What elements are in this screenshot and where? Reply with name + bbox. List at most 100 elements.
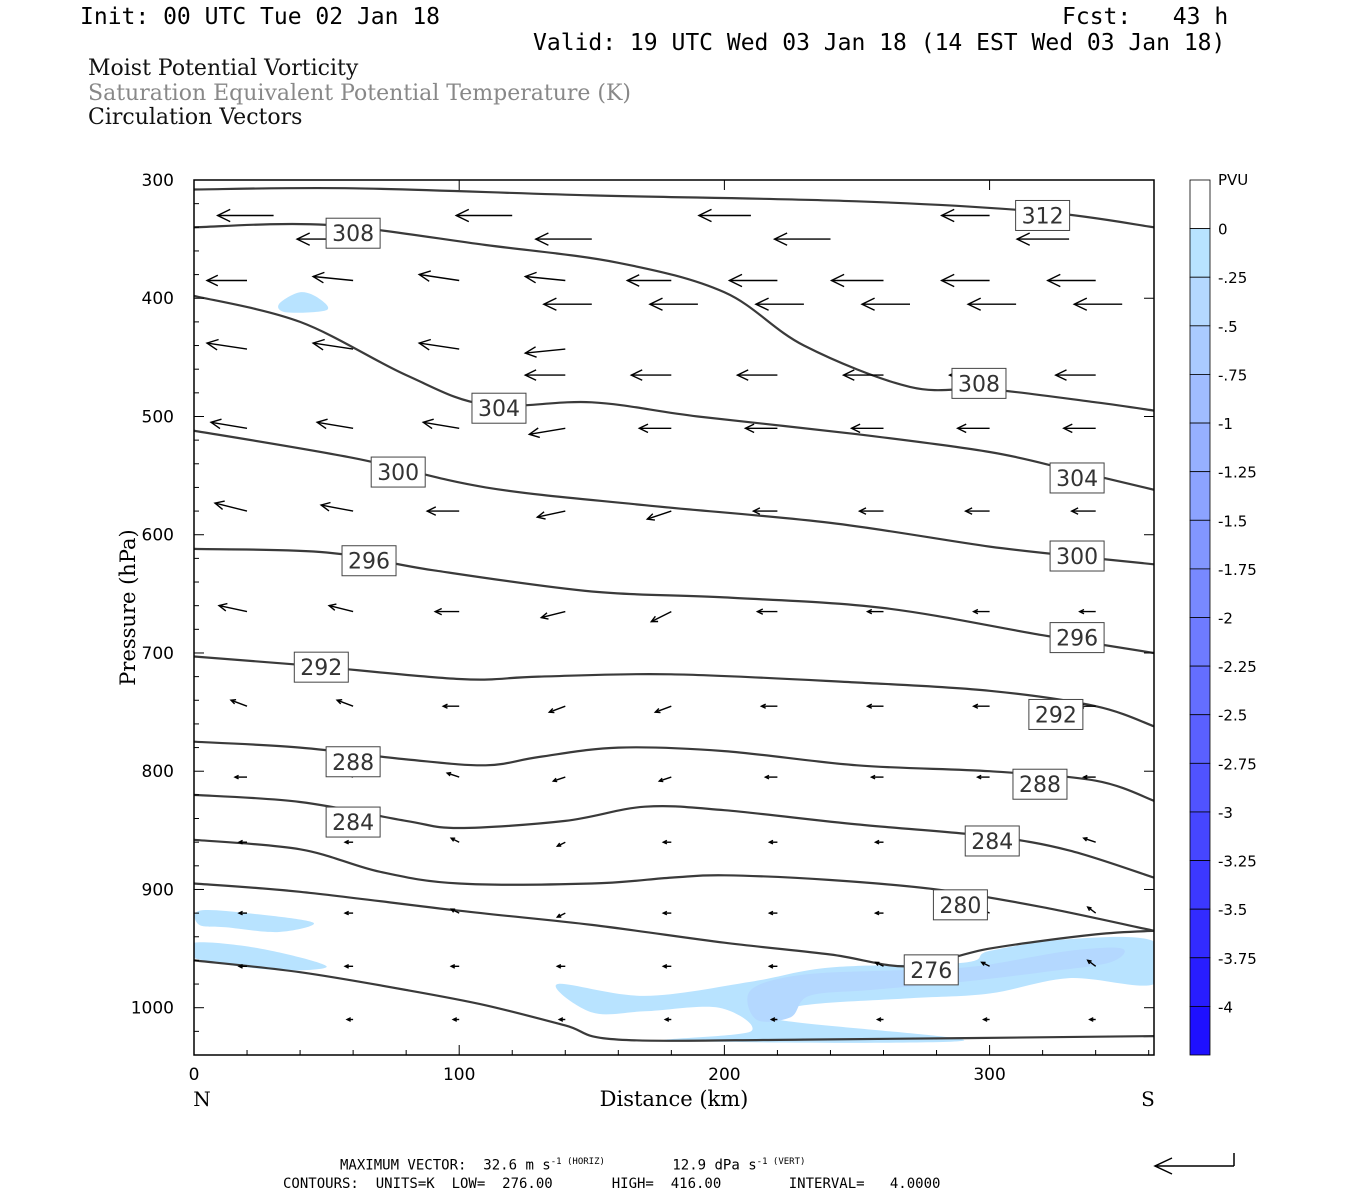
- vector-head: [759, 703, 767, 709]
- vector-head: [539, 612, 549, 620]
- vector-shaft: [446, 772, 460, 778]
- vector-head: [629, 369, 643, 381]
- circulation-vector: [648, 297, 698, 311]
- contour-label-text: 312: [1022, 204, 1064, 229]
- circulation-vector: [311, 338, 354, 351]
- colorbar-box: [1189, 519, 1211, 570]
- colorbar-label: -.5: [1218, 318, 1238, 336]
- contour-label-text: 284: [971, 830, 1013, 855]
- circulation-vector: [445, 771, 460, 778]
- colorbar-box: [1189, 811, 1211, 861]
- vector-head: [1062, 423, 1073, 434]
- colorbar-label: -1.75: [1218, 561, 1257, 579]
- vector-head: [551, 777, 558, 783]
- vector-head: [1082, 837, 1088, 842]
- circulation-vector: [237, 839, 247, 845]
- contour-label-300: 300: [370, 456, 426, 488]
- x-axis-title: Distance (km): [600, 1087, 749, 1111]
- colorbar-label: -1: [1218, 415, 1233, 433]
- max-vector-text: MAXIMUM VECTOR: 32.6 m s-1 (HORIZ) 12.9 …: [340, 1158, 805, 1173]
- contour-label-text: 304: [1056, 467, 1098, 492]
- circulation-vector: [542, 297, 592, 311]
- contour-label-288: 288: [1012, 768, 1068, 800]
- vector-head: [939, 208, 955, 223]
- circulation-vector: [767, 910, 778, 916]
- vector-head: [527, 427, 540, 439]
- contour-label-296: 296: [1049, 622, 1105, 654]
- vector-head: [939, 273, 955, 288]
- vector-head: [451, 1017, 458, 1022]
- circulation-vector: [637, 423, 672, 434]
- contour-label-292: 292: [1028, 698, 1084, 730]
- vector-head: [857, 507, 867, 515]
- circulation-vector: [1070, 507, 1096, 515]
- circulation-vector: [956, 423, 990, 434]
- contour-label-text: 296: [348, 550, 390, 575]
- vector-head: [1054, 369, 1067, 381]
- contour-label-284: 284: [964, 825, 1020, 857]
- y-tick-label: 900: [142, 880, 174, 900]
- contour-label-box: [964, 825, 1020, 857]
- vector-shaft: [419, 342, 460, 350]
- vector-shaft: [659, 776, 672, 782]
- circulation-vector: [205, 274, 247, 287]
- vector-shaft: [650, 610, 672, 623]
- colorbar-title: PVU: [1218, 171, 1248, 189]
- vector-head: [417, 338, 432, 351]
- colorbar-label: -2.5: [1218, 707, 1247, 725]
- contour-label-box: [903, 954, 959, 986]
- circulation-vector: [555, 912, 566, 918]
- vector-head: [1082, 774, 1088, 780]
- valid-time: Valid: 19 UTC Wed 03 Jan 18 (14 EST Wed …: [533, 30, 1226, 56]
- x-tick-label: 0: [189, 1065, 200, 1085]
- y-tick-label: 600: [142, 526, 174, 546]
- circulation-vector: [433, 607, 460, 616]
- contour-312: [194, 222, 1154, 412]
- contour-label-300: 300: [1049, 540, 1105, 572]
- circulation-vector: [625, 274, 672, 287]
- circulation-vector: [311, 271, 354, 284]
- colorbar-label: -3: [1218, 804, 1233, 822]
- contour-label-308: 308: [325, 217, 381, 249]
- circulation-vector: [772, 232, 831, 246]
- vector-head: [237, 963, 243, 969]
- colorbar-box: [1189, 665, 1211, 716]
- contour-label-text: 308: [332, 222, 374, 247]
- forecast-hour: Fcst: 43 h: [1062, 4, 1229, 30]
- vector-head: [767, 963, 774, 969]
- horiz-tail: -1 (HORIZ): [550, 1157, 605, 1167]
- circulation-vector: [865, 703, 884, 709]
- vector-head: [653, 708, 661, 714]
- y-tick-label: 800: [142, 762, 174, 782]
- vector-head: [874, 961, 880, 966]
- colorbar-box: [1189, 908, 1211, 959]
- circulation-vector: [229, 699, 248, 707]
- circulation-vector: [1015, 232, 1070, 246]
- circulation-vector: [657, 776, 672, 783]
- vector-head: [557, 1017, 564, 1022]
- vector-head: [697, 208, 712, 223]
- circulation-vector: [963, 507, 990, 515]
- contour-label-box: [1028, 698, 1084, 730]
- contour-label-box: [1012, 768, 1068, 800]
- circulation-vector: [966, 297, 1017, 311]
- circulation-vector: [343, 910, 354, 916]
- max-vector-label: MAXIMUM VECTOR:: [340, 1157, 467, 1174]
- vector-head: [1086, 959, 1092, 965]
- vector-head: [534, 232, 549, 246]
- x-tick-label: 100: [443, 1065, 475, 1085]
- contour-label-box: [325, 806, 381, 838]
- colorbar-label: -3.75: [1218, 950, 1257, 968]
- vector-head: [1070, 507, 1079, 515]
- circulation-vector: [1072, 297, 1123, 311]
- circulation-vector: [534, 232, 592, 246]
- vector-head: [743, 423, 755, 434]
- contour-label-box: [1049, 540, 1105, 572]
- field-title-mpv: Moist Potential Vorticity: [88, 56, 359, 81]
- circulation-vector: [535, 510, 566, 520]
- x-tick-label: 200: [708, 1065, 740, 1085]
- vector-head: [873, 839, 880, 845]
- horiz-value: 32.6 m s: [483, 1157, 551, 1174]
- colorbar-label: -4: [1218, 998, 1233, 1016]
- vector-shaft: [316, 421, 354, 429]
